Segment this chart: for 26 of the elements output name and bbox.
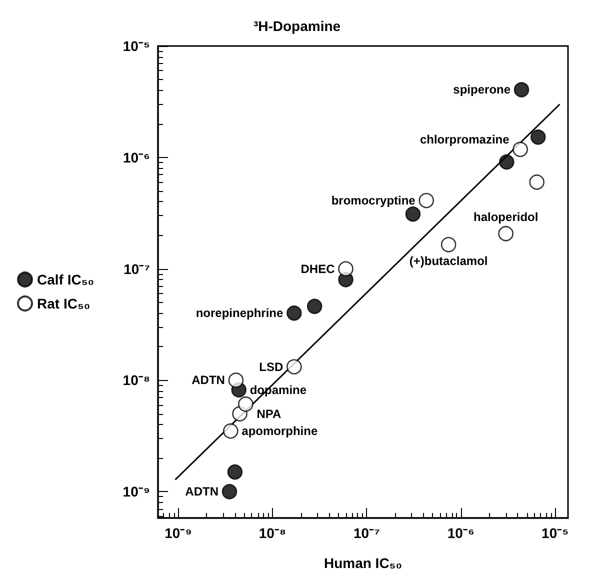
legend-label: Calf IC₅₀ <box>37 272 94 288</box>
y-tick-label: 10⁻⁹ <box>122 484 150 500</box>
y-tick-label: 10⁻⁵ <box>122 38 150 54</box>
chart-title: ³H-Dopamine <box>253 18 341 34</box>
annotation: chlorpromazine <box>420 132 510 146</box>
annotation: LSD <box>259 360 284 374</box>
y-tick-label: 10⁻⁸ <box>122 372 150 388</box>
y-tick-label: 10⁻⁶ <box>122 149 150 166</box>
annotation: bromocryptine <box>331 194 416 208</box>
annotation: ADTN <box>192 373 225 388</box>
x-tick-label: 10⁻⁶ <box>447 525 474 541</box>
annotation: NPA <box>256 407 282 422</box>
annotation: DHEC <box>300 262 336 276</box>
annotation: norepinephrine <box>196 306 284 320</box>
legend-label: Rat IC₅₀ <box>37 296 90 312</box>
x-tick-label: 10⁻⁹ <box>164 525 192 541</box>
annotation: (+)butaclamol <box>409 254 488 268</box>
annotation: ADTN <box>185 484 218 499</box>
x-tick-label: 10⁻⁷ <box>353 525 380 541</box>
annotation: apomorphine <box>242 424 318 438</box>
x-tick-label: 10⁻⁸ <box>258 525 286 541</box>
annotation: haloperidol <box>474 210 538 224</box>
annotation: spiperone <box>453 82 511 97</box>
x-axis-title: Human IC₅₀ <box>324 555 402 571</box>
x-tick-label: 10⁻⁵ <box>542 525 569 541</box>
y-tick-label: 10⁻⁷ <box>124 260 150 277</box>
